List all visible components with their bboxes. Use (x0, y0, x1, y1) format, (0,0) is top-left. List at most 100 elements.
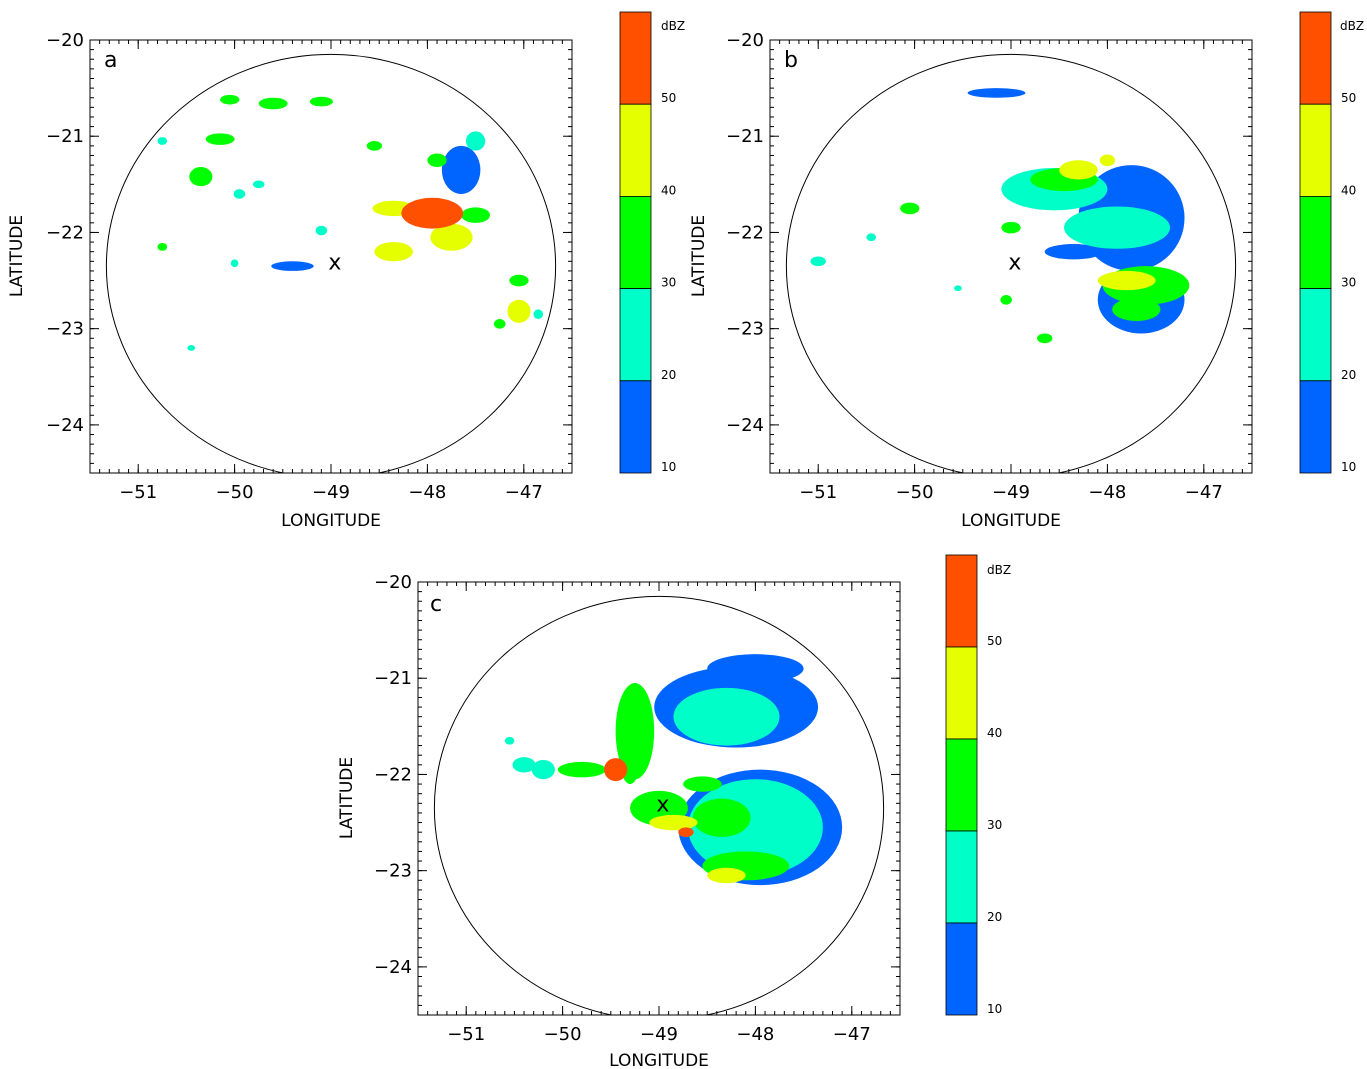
reflectivity-cell (512, 757, 536, 773)
panel-label: c (430, 592, 442, 617)
reflectivity-cell (271, 261, 314, 271)
colorbar-tick-label: 30 (987, 818, 1002, 832)
colorbar-tick-label: 10 (987, 1002, 1002, 1016)
colorbar-tick-label: 20 (987, 910, 1002, 924)
x-tick-label: −51 (447, 1024, 485, 1045)
reflectivity-cell (441, 145, 481, 194)
axis-ticks: −51 −50 −49 −48 −47 −20 −21 −22 −23 −24 (374, 572, 900, 1045)
y-tick-label: −24 (46, 415, 84, 436)
reflectivity-cell (504, 736, 515, 745)
colorbar-tick-label: 50 (1341, 91, 1356, 105)
colorbar-segment (945, 646, 978, 740)
colorbar-segment (1299, 195, 1332, 289)
colorbar-segment (619, 11, 652, 105)
reflectivity-cell (205, 133, 235, 145)
y-axis-label: LATITUDE (337, 757, 357, 839)
reflectivity-cell (673, 687, 780, 746)
reflectivity-cell (533, 309, 544, 320)
reflectivity-cell (252, 180, 265, 189)
colorbar-tick-label: 20 (661, 368, 676, 382)
reflectivity-cell (401, 197, 464, 229)
colorbar-unit-label: dBZ (987, 563, 1011, 577)
x-tick-label: −49 (992, 482, 1030, 503)
y-tick-label: −22 (374, 764, 412, 785)
x-axis-label: LONGITUDE (961, 511, 1061, 531)
y-tick-label: −23 (374, 861, 412, 882)
reflectivity-cell (427, 153, 447, 168)
x-tick-label: −48 (1088, 482, 1126, 503)
y-tick-label: −21 (726, 126, 764, 147)
reflectivity-cell (258, 97, 288, 110)
colorbar-tick-label: 30 (661, 276, 676, 290)
reflectivity-cell (374, 242, 413, 262)
x-tick-label: −50 (896, 482, 934, 503)
reflectivity-cell (157, 137, 168, 145)
y-tick-label: −22 (726, 222, 764, 243)
x-tick-label: −51 (119, 482, 157, 503)
colorbar-tick-label: 50 (661, 91, 676, 105)
reflectivity-cell (692, 798, 751, 837)
colorbar-tick-label: 40 (661, 183, 676, 197)
reflectivity-cell (707, 867, 746, 884)
x-tick-label: −48 (736, 1024, 774, 1045)
colorbar-unit-label: dBZ (1340, 19, 1364, 33)
colorbar-segment (619, 195, 652, 289)
colorbar-segment (1299, 11, 1332, 105)
axis-ticks: −51 −50 −49 −48 −47 −20 −21 −22 −23 −24 (726, 30, 1252, 503)
reflectivity-cell (866, 233, 877, 242)
reflectivity-cell (1001, 221, 1021, 234)
reflectivity-cell (189, 167, 213, 187)
colorbar-segment (945, 554, 978, 648)
reflectivity-cell (187, 345, 196, 351)
colorbar-segment (945, 830, 978, 924)
axis-ticks: −51 −50 −49 −48 −47 −20 −21 −22 −23 −24 (46, 30, 572, 503)
y-axis-label: LATITUDE (689, 215, 709, 297)
x-tick-label: −50 (544, 1024, 582, 1045)
colorbar-tick-label: 20 (1341, 368, 1356, 382)
y-tick-label: −20 (46, 30, 84, 51)
x-tick-label: −51 (799, 482, 837, 503)
reflectivity-cell (230, 259, 239, 268)
y-axis-label: LATITUDE (7, 215, 27, 297)
colorbar-tick-label: 40 (1341, 183, 1356, 197)
y-tick-label: −23 (46, 319, 84, 340)
reflectivity-cells-c (504, 654, 843, 886)
reflectivity-cell (531, 760, 555, 780)
y-tick-label: −21 (374, 668, 412, 689)
colorbar-c: dBZ 10 20 30 40 50 (945, 554, 1011, 1016)
panel-label: b (784, 48, 798, 73)
y-tick-label: −21 (46, 126, 84, 147)
radar-site-marker: x (656, 792, 669, 817)
reflectivity-cell (900, 202, 920, 215)
x-tick-label: −47 (1185, 482, 1223, 503)
panel-b: −51 −50 −49 −48 −47 −20 −21 −22 −23 −24 x b LONGI… (689, 30, 1253, 531)
reflectivity-cell (649, 814, 698, 831)
panel-a: −51 −50 −49 −48 −47 −20 −21 −22 −23 −24 x a LONGI… (7, 30, 573, 531)
panel-c: −51 −50 −49 −48 −47 −20 −21 −22 −23 −24 x c LONGI… (337, 572, 901, 1069)
reflectivity-cell (1037, 333, 1053, 344)
colorbar-tick-label: 50 (987, 634, 1002, 648)
reflectivity-cell (678, 827, 694, 837)
y-tick-label: −24 (374, 957, 412, 978)
reflectivity-cell (810, 256, 826, 267)
reflectivity-cell (557, 761, 606, 778)
x-tick-label: −47 (505, 482, 543, 503)
reflectivity-cell (683, 776, 722, 792)
y-tick-label: −20 (374, 572, 412, 593)
colorbar-a: dBZ 10 20 30 40 50 (619, 11, 685, 474)
radar-range-ring (785, 53, 1237, 473)
y-tick-label: −23 (726, 319, 764, 340)
reflectivity-cell (465, 131, 486, 151)
reflectivity-cell (220, 94, 240, 105)
colorbar-segment (619, 103, 652, 197)
reflectivity-cell (315, 225, 328, 236)
reflectivity-cells-b (810, 88, 1190, 344)
radar-site-marker: x (1008, 250, 1021, 275)
y-tick-label: −22 (46, 222, 84, 243)
reflectivity-cell (461, 207, 491, 223)
reflectivity-cell (507, 299, 531, 323)
colorbar-tick-label: 40 (987, 726, 1002, 740)
radar-range-ring (433, 595, 885, 1015)
x-tick-label: −50 (216, 482, 254, 503)
reflectivity-cell (1064, 206, 1171, 249)
